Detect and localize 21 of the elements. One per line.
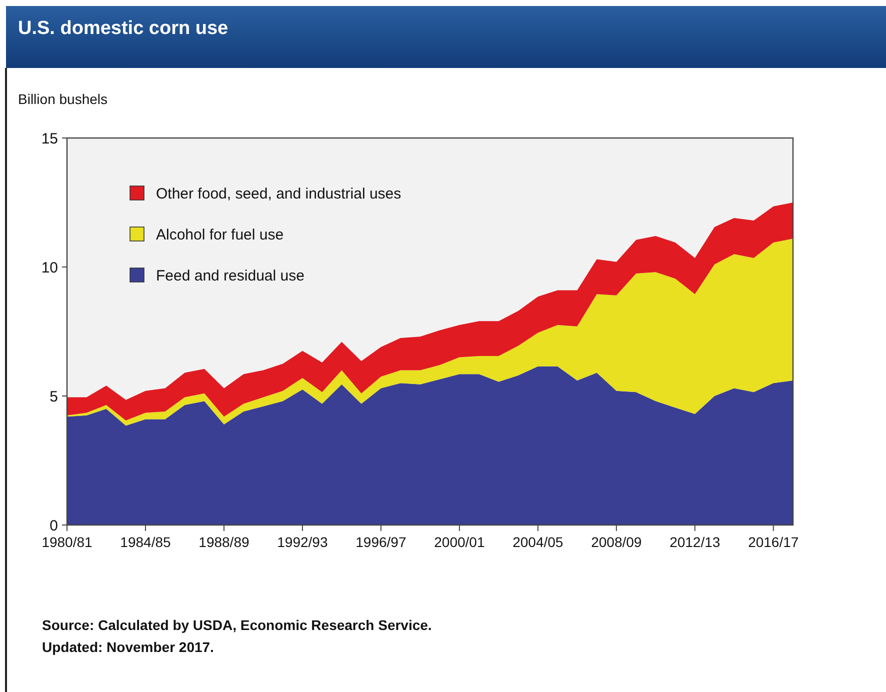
y-axis-title: Billion bushels bbox=[18, 91, 108, 107]
y-tick-label: 0 bbox=[50, 517, 58, 534]
x-tick-label: 1980/81 bbox=[42, 534, 93, 550]
y-tick-label: 5 bbox=[50, 388, 58, 406]
x-tick-label: 2000/01 bbox=[434, 534, 485, 550]
y-tick-label: 15 bbox=[41, 130, 58, 148]
text: Updated: November 2017. bbox=[42, 639, 214, 655]
y-tick-label: 10 bbox=[41, 259, 58, 276]
source-note: Source: Calculated by USDA, Economic Research Service. bbox=[42, 617, 432, 633]
x-tick-label: 2004/05 bbox=[512, 534, 564, 550]
x-tick-label: 2008/09 bbox=[591, 534, 642, 550]
x-tick-label: 1992/93 bbox=[277, 534, 328, 550]
legend-label: Alcohol for fuel use bbox=[156, 226, 284, 244]
x-tick-label: 1984/85 bbox=[120, 534, 171, 550]
x-tick-label: 1988/89 bbox=[198, 534, 250, 550]
legend-label: Feed and residual use bbox=[156, 267, 304, 284]
x-tick-label: 2016/17 bbox=[748, 534, 799, 550]
chart-title: U.S. domestic corn use bbox=[18, 18, 228, 39]
x-tick-label: 1996/97 bbox=[356, 534, 406, 550]
x-tick-label: 2012/13 bbox=[670, 534, 720, 550]
legend-label: Other food, seed, and industrial uses bbox=[156, 185, 402, 202]
